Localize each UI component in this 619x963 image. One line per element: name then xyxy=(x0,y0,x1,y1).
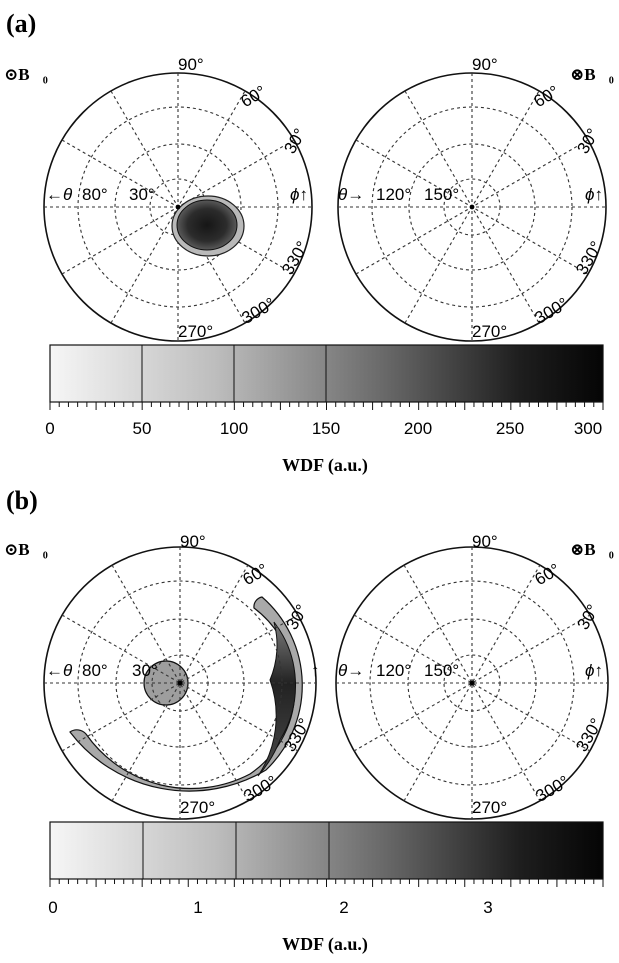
panel-a-right-phi-tick-30: 30° xyxy=(573,125,602,157)
panel-b-label: (b) xyxy=(6,486,38,515)
panel-a-right-phi-tick-60: 60° xyxy=(531,82,563,111)
panel-b-right-phi-tick-90: 90° xyxy=(472,532,498,551)
wdf-contour-inner xyxy=(176,199,238,251)
panel-a-right-theta-label: θ→ xyxy=(338,185,364,204)
center-dot xyxy=(177,680,183,686)
panel-a-left-theta-tick-1: 30° xyxy=(129,185,155,204)
panel-b-left-field-symbol: ⊙B⃗₀ xyxy=(4,540,48,559)
panel-a-left-phi-tick-60: 60° xyxy=(238,82,270,111)
panel-a-right-phi-label: ϕ↑ xyxy=(585,185,603,204)
colorbar-minor-ticks xyxy=(49,402,604,410)
panel-b-colorbar-title: WDF (a.u.) xyxy=(282,934,368,955)
panel-a-left-theta-label: ←θ xyxy=(46,185,73,204)
panel-a-left-phi-tick-30: 30° xyxy=(280,125,309,157)
panel-b-left-theta-label: ←θ xyxy=(46,661,73,680)
panel-b-right-field-symbol: ⊗B⃗₀ xyxy=(570,540,614,559)
center-dot xyxy=(469,680,475,686)
panel-b-right-phi-tick-270: 270° xyxy=(472,798,507,817)
panel-a-right-phi-tick-90: 90° xyxy=(472,55,498,74)
panel-a-colorbar xyxy=(49,344,604,410)
panel-a-left-polar xyxy=(43,72,313,342)
panel-b-colorbar-tick-0: 0 xyxy=(48,898,57,917)
panel-a-colorbar-tick-1: 50 xyxy=(133,419,152,438)
panel-b-right-phi-tick-30: 30° xyxy=(573,601,602,633)
panel-b-left-phi-tick-60: 60° xyxy=(240,560,272,589)
panel-a-left-phi-label: ϕ↑ xyxy=(290,185,308,204)
panel-a-left-phi-tick-270: 270° xyxy=(178,322,213,341)
panel-b-right-phi-tick-300: 300° xyxy=(533,772,573,806)
panel-b-right-theta-label: θ→ xyxy=(338,661,364,680)
panel-b-colorbar-tick-2: 2 xyxy=(339,898,348,917)
panel-b-colorbar-tick-1: 1 xyxy=(193,898,202,917)
panel-a-colorbar-tick-4: 200 xyxy=(404,419,432,438)
colorbar-minor-ticks xyxy=(49,879,604,887)
panel-a-colorbar-title: WDF (a.u.) xyxy=(282,455,368,476)
panel-b-left-theta-tick-1: 30° xyxy=(132,661,158,680)
colorbar-gradient xyxy=(49,821,604,880)
panel-a-colorbar-tick-6: 300 xyxy=(574,419,602,438)
panel-a-left-field-symbol: ⊙B⃗₀ xyxy=(4,65,48,84)
panel-b-colorbar-tick-3: 3 xyxy=(483,898,492,917)
panel-b-left-theta-tick-0: 80° xyxy=(82,661,108,680)
panel-a-colorbar-tick-2: 100 xyxy=(220,419,248,438)
panel-a-right-phi-tick-270: 270° xyxy=(472,322,507,341)
center-dot xyxy=(175,204,181,210)
panel-a-right-theta-tick-0: 120° xyxy=(376,185,411,204)
panel-b-right-phi-label: ϕ↑ xyxy=(585,661,603,680)
panel-a-right-phi-tick-300: 300° xyxy=(532,294,572,328)
panel-b-right-phi-tick-60: 60° xyxy=(532,560,564,589)
panel-a-colorbar-tick-5: 250 xyxy=(496,419,524,438)
panel-a-right-theta-tick-1: 150° xyxy=(424,185,459,204)
panel-a-label: (a) xyxy=(6,9,36,38)
panel-b-right-phi-tick-330: 330° xyxy=(572,715,606,755)
panel-a-right-field-symbol: ⊗B⃗₀ xyxy=(570,65,614,84)
panel-b-right-polar xyxy=(335,546,609,820)
panel-b-right-theta-tick-1: 150° xyxy=(424,661,459,680)
center-dot xyxy=(469,204,475,210)
panel-b-left-phi-label: ↑ xyxy=(311,661,320,680)
panel-b-left-phi-tick-270: 270° xyxy=(180,798,215,817)
panel-b-left-polar xyxy=(43,546,317,820)
panel-a-left-phi-tick-90: 90° xyxy=(178,55,204,74)
panel-b-colorbar xyxy=(49,821,604,887)
panel-a-left-phi-tick-300: 300° xyxy=(239,294,279,328)
panel-a-left-theta-tick-0: 80° xyxy=(82,185,108,204)
wdf-crescent-inner xyxy=(257,621,297,777)
panel-a-colorbar-tick-3: 150 xyxy=(312,419,340,438)
panel-a-colorbar-tick-0: 0 xyxy=(45,419,54,438)
panel-a-right-polar xyxy=(337,72,607,342)
panel-b-left-phi-tick-90: 90° xyxy=(180,532,206,551)
panel-b-right-theta-tick-0: 120° xyxy=(376,661,411,680)
